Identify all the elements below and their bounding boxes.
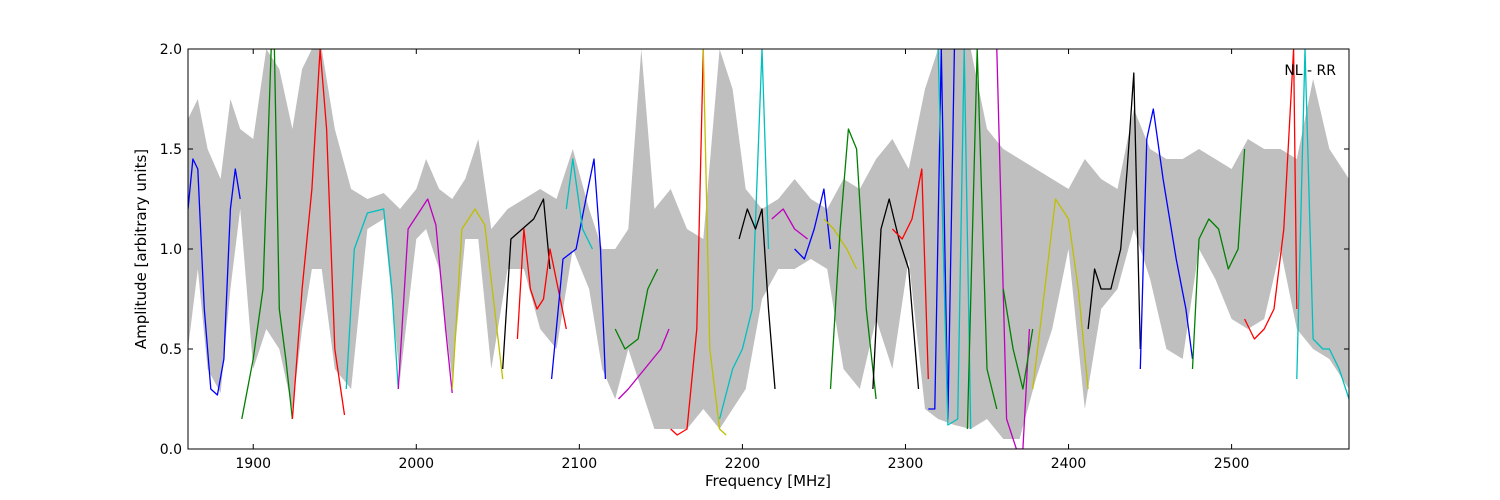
series-line-13 <box>702 49 727 436</box>
y-tick-label: 0.0 <box>160 442 182 458</box>
x-axis: 1900 2000 2100 2200 2300 2400 2500 <box>235 49 1249 472</box>
series-line-1 <box>241 49 294 420</box>
x-tick-label: 2400 <box>1051 456 1087 472</box>
series-line-5 <box>451 208 504 390</box>
series-line-11 <box>618 328 670 400</box>
x-tick-label: 2200 <box>725 456 761 472</box>
series-line-27 <box>1032 198 1089 390</box>
series-line-16 <box>771 208 808 240</box>
series-layer <box>188 49 1349 449</box>
y-axis-label: Amplitude [arbitrary units] <box>132 149 150 349</box>
series-line-24 <box>966 49 998 430</box>
x-tick-label: 1900 <box>235 456 271 472</box>
y-tick-label: 1.0 <box>160 242 182 258</box>
series-line-0 <box>188 158 241 396</box>
series-line-8 <box>550 158 607 380</box>
series-line-14 <box>718 49 770 420</box>
series-line-19 <box>829 128 877 400</box>
y-tick-label: 0.5 <box>160 342 182 358</box>
x-tick-label: 2300 <box>888 456 924 472</box>
series-line-2 <box>291 49 346 420</box>
series-line-9 <box>565 158 593 250</box>
series-line-26 <box>1002 288 1034 390</box>
series-line-15 <box>738 208 776 390</box>
series-line-22 <box>928 49 956 420</box>
series-line-21 <box>891 168 929 380</box>
series-line-18 <box>823 218 858 270</box>
y-tick-label: 1.5 <box>160 142 182 158</box>
series-line-28 <box>1087 72 1141 350</box>
series-line-30 <box>1191 148 1246 370</box>
series-line-10 <box>614 268 659 350</box>
series-line-17 <box>794 188 832 260</box>
chart-annotation: NL - RR <box>1284 63 1336 79</box>
x-tick-label: 2000 <box>398 456 434 472</box>
series-line-4 <box>397 198 453 394</box>
x-tick-label: 2500 <box>1214 456 1250 472</box>
y-axis: 0.0 0.5 1.0 1.5 2.0 <box>160 42 1349 458</box>
series-line-25 <box>996 49 1031 449</box>
series-line-29 <box>1139 108 1194 370</box>
series-line-3 <box>345 208 399 390</box>
series-line-32 <box>1296 49 1349 400</box>
series-line-7 <box>516 228 567 340</box>
series-line-12 <box>670 49 704 436</box>
series-line-6 <box>502 198 551 370</box>
x-tick-label: 2100 <box>562 456 598 472</box>
series-line-31 <box>1244 49 1298 340</box>
series-line-20 <box>872 198 920 390</box>
x-axis-label: Frequency [MHz] <box>705 472 831 490</box>
series-line-23 <box>937 49 972 430</box>
y-tick-label: 2.0 <box>160 42 182 58</box>
